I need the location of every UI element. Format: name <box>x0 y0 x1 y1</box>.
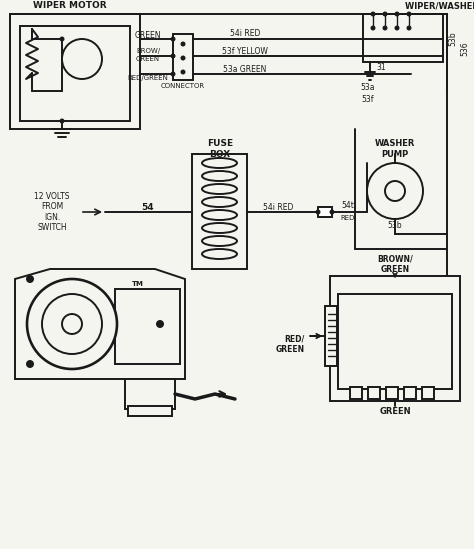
Text: GREEN: GREEN <box>136 56 160 62</box>
Text: RED/GREEN: RED/GREEN <box>128 75 168 81</box>
Circle shape <box>371 12 375 16</box>
Text: 54: 54 <box>142 204 155 212</box>
Text: 53b: 53b <box>388 221 402 231</box>
Circle shape <box>181 55 185 60</box>
Ellipse shape <box>202 171 237 181</box>
Circle shape <box>27 279 117 369</box>
Bar <box>128 406 172 416</box>
Ellipse shape <box>202 249 237 259</box>
Circle shape <box>329 210 335 215</box>
Circle shape <box>371 25 375 31</box>
Text: 54i RED: 54i RED <box>263 203 293 211</box>
Text: FUSE
BOX: FUSE BOX <box>207 139 233 159</box>
Bar <box>318 207 332 217</box>
Ellipse shape <box>202 158 237 168</box>
Text: GREEN: GREEN <box>379 406 411 416</box>
Text: 53f YELLOW: 53f YELLOW <box>222 47 268 55</box>
Text: 53a GREEN: 53a GREEN <box>223 64 267 74</box>
Ellipse shape <box>202 184 237 194</box>
Text: TM: TM <box>132 281 144 287</box>
Text: 53f: 53f <box>362 96 374 104</box>
Circle shape <box>171 71 175 76</box>
Circle shape <box>394 12 400 16</box>
Circle shape <box>26 360 34 368</box>
Ellipse shape <box>202 236 237 246</box>
Bar <box>404 387 416 399</box>
Circle shape <box>181 70 185 75</box>
Text: 54t: 54t <box>342 201 355 210</box>
Ellipse shape <box>202 210 237 220</box>
Bar <box>20 26 130 121</box>
Ellipse shape <box>202 197 237 207</box>
Text: WIPER MOTOR: WIPER MOTOR <box>33 2 107 10</box>
Bar <box>325 306 337 366</box>
Text: BROWN/
GREEN: BROWN/ GREEN <box>377 254 413 274</box>
Circle shape <box>383 25 388 31</box>
Bar <box>173 34 193 80</box>
Circle shape <box>385 181 405 201</box>
Bar <box>10 14 140 129</box>
Polygon shape <box>15 269 185 379</box>
Circle shape <box>171 53 175 59</box>
Circle shape <box>171 36 175 42</box>
Text: 53b: 53b <box>448 32 457 46</box>
Bar <box>330 276 460 401</box>
Text: 12 VOLTS
FROM
IGN.
SWITCH: 12 VOLTS FROM IGN. SWITCH <box>34 192 70 232</box>
Bar <box>125 379 175 409</box>
Bar <box>386 387 398 399</box>
Circle shape <box>181 42 185 47</box>
Circle shape <box>60 36 64 42</box>
Circle shape <box>62 314 82 334</box>
Bar <box>422 387 434 399</box>
Circle shape <box>316 210 320 215</box>
Circle shape <box>407 25 411 31</box>
Text: 53a: 53a <box>361 82 375 92</box>
Text: 536: 536 <box>461 42 470 57</box>
Circle shape <box>60 119 64 124</box>
Bar <box>363 14 443 62</box>
Circle shape <box>156 320 164 328</box>
Text: RED: RED <box>341 215 355 221</box>
Ellipse shape <box>202 223 237 233</box>
Text: 54i RED: 54i RED <box>230 30 260 38</box>
Circle shape <box>407 12 411 16</box>
Text: CONNECTOR: CONNECTOR <box>161 83 205 89</box>
Text: BROW/: BROW/ <box>136 48 160 54</box>
Text: RED/
GREEN: RED/ GREEN <box>276 334 305 354</box>
Circle shape <box>26 275 34 283</box>
Circle shape <box>62 39 102 79</box>
Text: GREEN: GREEN <box>135 31 161 40</box>
Bar <box>192 154 247 269</box>
Circle shape <box>383 12 388 16</box>
Text: 31: 31 <box>376 63 386 71</box>
Bar <box>338 294 452 389</box>
Text: WIPER/WASHER SW.: WIPER/WASHER SW. <box>405 2 474 10</box>
Circle shape <box>42 294 102 354</box>
Bar <box>350 387 362 399</box>
Circle shape <box>367 163 423 219</box>
Circle shape <box>394 25 400 31</box>
Bar <box>368 387 380 399</box>
Text: WASHER
PUMP: WASHER PUMP <box>375 139 415 159</box>
Bar <box>115 289 180 364</box>
